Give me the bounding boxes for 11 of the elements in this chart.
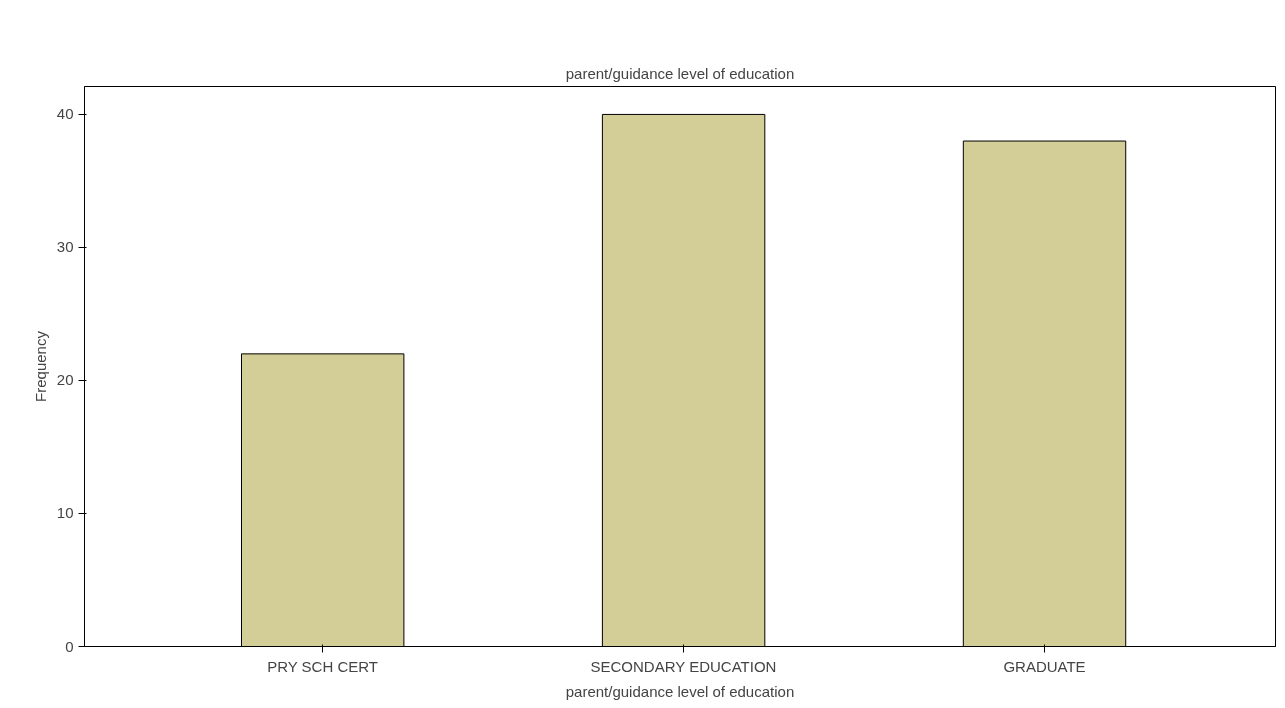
x-tick-label: SECONDARY EDUCATION (590, 657, 777, 675)
x-axis-title: parent/guidance level of education (565, 682, 795, 700)
y-tick-label: 10 (56, 504, 74, 522)
chart-title: parent/guidance level of education (565, 64, 795, 82)
y-axis-title: Frequency (31, 330, 49, 402)
x-tick-label: PRY SCH CERT (267, 657, 379, 675)
y-tick-label: 0 (65, 637, 74, 655)
x-tick-label: GRADUATE (1003, 657, 1086, 675)
y-tick-label: 40 (56, 105, 74, 123)
y-tick-label: 30 (56, 238, 74, 256)
y-tick-label: 20 (56, 371, 74, 389)
